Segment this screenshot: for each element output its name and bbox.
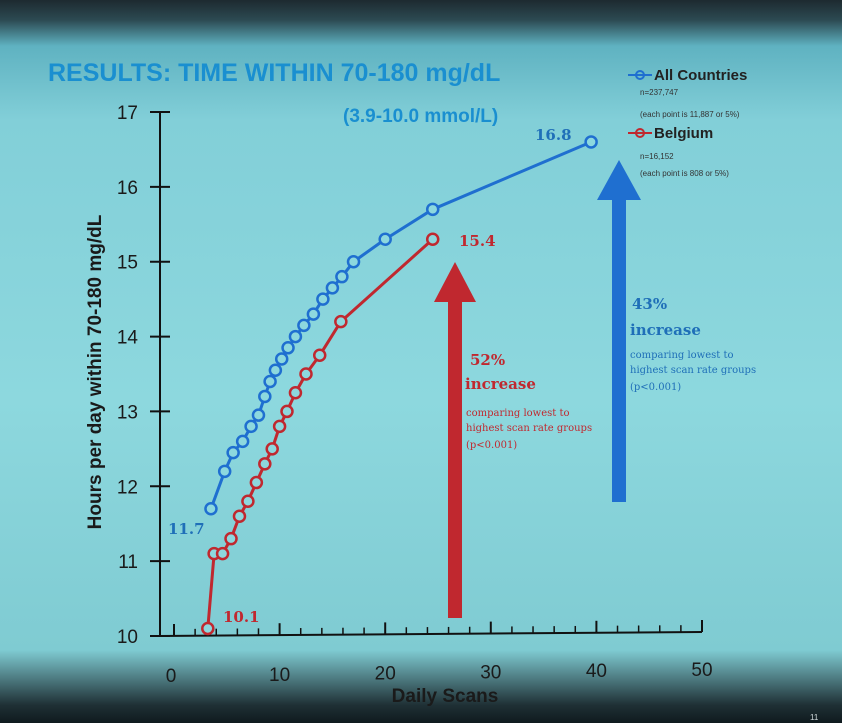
data-point [274,352,289,366]
legend-belgium: Belgium n=16,152 (each point is 808 or 5… [628,125,729,178]
x-tick-label: 10 [269,665,290,686]
slide-number: 11 [810,713,819,722]
series-lines [201,135,598,636]
data-point [378,232,392,247]
data-point [297,318,311,333]
blue-arrow-head [597,160,641,200]
data-point [272,419,287,434]
belgium-start-label: 10.1 [223,608,260,626]
data-point [258,457,272,471]
data-point [241,494,255,509]
chart-title: RESULTS: TIME WITHIN 70-180 mg/dL [48,59,500,87]
x-axis-title: Daily Scans [392,686,499,707]
axes: 10 11 12 13 14 15 16 17 0 10 20 30 40 50 [117,103,713,687]
legend-belgium-label: Belgium [654,125,713,142]
data-point [258,389,272,404]
y-tick-label: 17 [117,103,138,124]
blue-increase-word: increase [630,321,701,339]
data-point [281,341,295,355]
data-point [235,434,250,449]
belgium-increase-arrow [434,262,476,618]
data-point [280,404,294,419]
data-point [299,367,313,381]
red-note-line1: comparing lowest to [466,408,570,419]
x-tick-label: 20 [375,664,396,685]
data-point [306,307,321,321]
data-point [224,531,238,546]
data-point [263,374,277,389]
data-point [312,348,327,363]
series-belgium [201,232,440,636]
legend-all-countries-label: All Countries [654,67,747,84]
red-arrow-shaft [448,300,462,618]
data-point [217,464,232,479]
x-tick-label: 0 [166,666,177,687]
data-point [265,442,279,456]
data-point [316,292,330,306]
x-tick-label: 50 [691,660,712,681]
data-point [204,501,218,516]
data-point [425,232,440,247]
all-countries-start-label: 11.7 [168,520,205,538]
legend-belgium-n: n=16,152 [640,152,674,161]
all-countries-end-label: 16.8 [535,126,572,144]
y-tick-label: 10 [117,627,138,648]
data-point [251,408,266,422]
blue-note-line1: comparing lowest to [630,350,734,361]
red-percent: 52% [470,351,505,369]
data-point [232,509,247,523]
blue-note-line3: (p<0.001) [630,382,681,393]
blue-note-line2: highest scan rate groups [630,365,756,376]
y-axis-title: Hours per day within 70-180 mg/dL [85,214,106,529]
data-point [288,329,303,344]
y-tick-label: 14 [117,328,139,349]
y-tick-label: 15 [117,253,138,274]
all-countries-increase-arrow [597,160,641,502]
data-point [346,254,361,269]
x-tick-label: 30 [480,662,501,683]
data-point [335,269,349,284]
data-point [584,135,598,149]
red-increase-word: increase [465,375,536,393]
blue-percent: 43% [632,295,667,313]
x-tick-label: 40 [586,661,607,682]
red-note-line2: highest scan rate groups [466,423,592,434]
blue-arrow-shaft [612,198,626,502]
data-point [201,621,215,636]
belgium-end-label: 15.4 [459,232,496,250]
legend-all-countries: All Countries n=237,747 (each point is 1… [628,67,747,119]
series-line [206,238,434,629]
belgium-increase-note: 52% increase comparing lowest to highest… [465,351,592,451]
y-tick-label: 16 [117,178,138,199]
series-all-countries [204,135,598,516]
all-countries-increase-note: 43% increase comparing lowest to highest… [630,295,756,393]
chart-subtitle: (3.9-10.0 mmol/L) [343,106,498,127]
y-tick-label: 12 [117,477,138,498]
legend-belgium-note: (each point is 808 or 5%) [640,169,729,178]
legend-all-countries-n: n=237,747 [640,88,679,97]
red-note-line3: (p<0.001) [466,440,517,451]
legend-all-countries-marker [635,70,645,80]
y-tick-label: 11 [118,552,138,573]
legend-all-countries-note: (each point is 11,887 or 5%) [640,110,740,119]
data-point [249,475,264,490]
data-point [226,445,240,460]
data-point [244,419,258,434]
data-point [325,281,340,295]
data-point [425,202,440,217]
legend-belgium-marker [635,128,645,138]
x-axis-line [159,631,703,637]
data-point [334,314,348,329]
data-point [268,363,283,378]
y-tick-label: 13 [117,402,138,423]
data-point [288,385,303,400]
data-point [215,546,230,561]
red-arrow-head [434,262,476,302]
